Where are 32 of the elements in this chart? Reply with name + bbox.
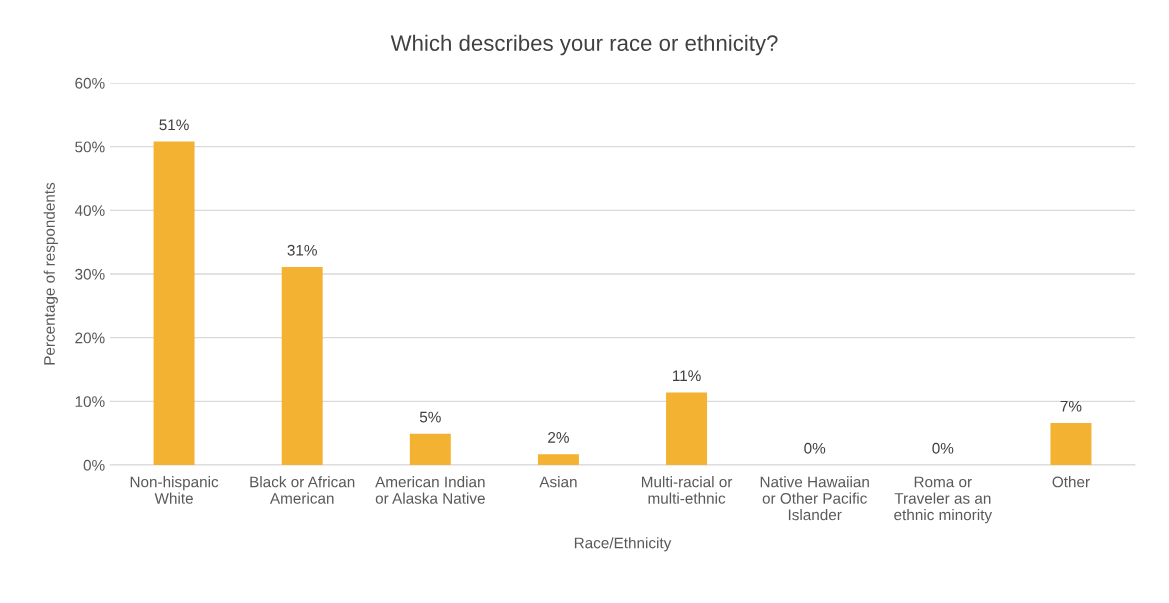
data-label: 5% (419, 411, 441, 423)
bar (666, 392, 708, 465)
bar (537, 454, 579, 465)
x-tick-label: Native Hawaiian or Other Pacific Islander (760, 476, 869, 521)
bar (1050, 422, 1092, 465)
y-tick-label: 50% (75, 141, 105, 153)
x-tick-label: American Indian or Alaska Native (375, 476, 485, 504)
x-tick-label: Black or African American (250, 476, 355, 504)
y-tick-label: 0% (83, 459, 105, 471)
x-tick-label: Roma or Traveler as an ethnic minority (894, 476, 993, 524)
bar (153, 141, 195, 465)
y-tick-label: 20% (75, 332, 105, 344)
y-axis-title: Percentage of respondents (43, 182, 58, 365)
x-tick-label: Other (1052, 476, 1090, 488)
y-tick-label: 60% (75, 77, 105, 89)
data-label: 7% (1060, 400, 1082, 412)
chart-title: Which describes your race or ethnicity? (390, 34, 778, 56)
data-label: 0% (804, 442, 826, 454)
x-axis-title: Race/Ethnicity (574, 537, 672, 552)
bar (281, 267, 323, 465)
y-tick-label: 30% (75, 268, 105, 280)
data-label: 11% (673, 370, 701, 382)
x-tick-label: Asian (539, 476, 577, 488)
data-label: 0% (932, 442, 954, 454)
x-tick-label: Non-hispanic White (130, 476, 219, 504)
x-tick-label: Multi-racial or multi-ethnic (641, 476, 733, 504)
data-label: 31% (287, 244, 317, 256)
data-label: 51% (159, 119, 189, 131)
y-tick-label: 10% (75, 396, 105, 408)
data-label: 2% (548, 432, 569, 443)
y-tick-label: 40% (74, 205, 105, 217)
bar (409, 433, 451, 465)
